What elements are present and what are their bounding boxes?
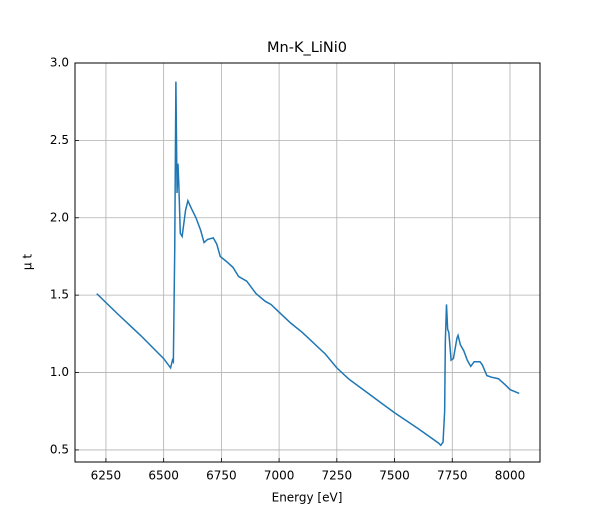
- y-axis-label: μ t: [21, 254, 35, 270]
- x-tick-label: 6250: [91, 469, 122, 483]
- x-tick-label: 6500: [148, 469, 179, 483]
- y-tick-label: 1.0: [50, 365, 69, 379]
- x-tick-label: 8000: [495, 469, 526, 483]
- x-tick-label: 7750: [437, 469, 468, 483]
- y-tick-label: 0.5: [50, 442, 69, 456]
- plot-frame: [74, 62, 541, 463]
- x-tick-label: 7000: [264, 469, 295, 483]
- y-tick-label: 2.0: [50, 210, 69, 224]
- x-tick-label: 7500: [379, 469, 410, 483]
- y-tick-label: 2.5: [50, 133, 69, 147]
- data-line: [96, 81, 520, 447]
- x-axis-label: Energy [eV]: [272, 491, 343, 505]
- x-tick-label: 7250: [322, 469, 353, 483]
- x-tick-label: 6750: [206, 469, 237, 483]
- y-tick-label: 1.5: [50, 288, 69, 302]
- y-tick-label: 3.0: [50, 56, 69, 70]
- chart-title: Mn-K_LiNi0: [267, 40, 347, 56]
